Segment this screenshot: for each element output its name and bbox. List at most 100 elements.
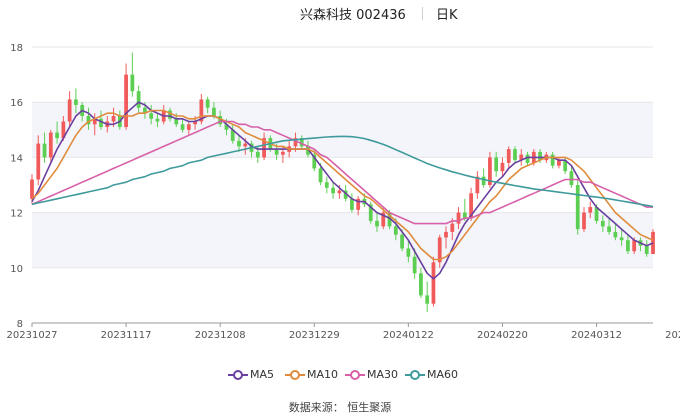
candle-body	[575, 185, 580, 230]
candle-body	[230, 129, 235, 141]
candle-body	[281, 151, 285, 155]
candle-body	[393, 226, 398, 235]
candle-body	[626, 240, 630, 252]
candle-body	[613, 231, 618, 238]
candle-body	[350, 198, 354, 210]
candle-body	[519, 154, 524, 161]
candle-body	[644, 245, 649, 254]
candle-body	[375, 220, 379, 227]
candle-body	[136, 91, 141, 108]
candle-body	[594, 207, 599, 221]
legend-marker-ma30	[345, 370, 365, 380]
candle-body	[525, 154, 530, 163]
candle-body	[74, 99, 78, 105]
y-tick-label: 8	[17, 319, 23, 330]
candle-body	[513, 149, 517, 161]
candle-body	[569, 171, 574, 185]
candle-body	[155, 118, 160, 122]
y-tick-label: 16	[10, 98, 23, 109]
candle-body	[174, 118, 179, 125]
candle-body	[99, 118, 103, 128]
x-tick-label: 20231208	[195, 330, 246, 341]
candle-body	[186, 124, 191, 130]
plot-bands	[32, 102, 653, 268]
candle-body	[469, 193, 473, 219]
candle-body	[437, 237, 442, 263]
x-axis: 20231027 20231117 20231208 20231229 20240122…	[7, 322, 680, 341]
candle-body	[86, 116, 91, 125]
candle-body	[419, 273, 423, 296]
candle-body	[55, 132, 59, 139]
candle-body	[262, 138, 266, 158]
ma-line-ma60	[31, 135, 654, 208]
legend-marker-ma10	[285, 370, 305, 380]
candle-body	[406, 248, 411, 257]
candle-body	[481, 176, 486, 185]
x-tick-label: 20240402	[665, 330, 680, 341]
candle-body	[506, 149, 511, 163]
candle-body	[582, 212, 586, 230]
plot-band	[32, 102, 653, 158]
candle-body	[475, 176, 480, 194]
legend-label-ma30: MA30	[367, 368, 399, 381]
candle-body	[356, 198, 361, 210]
candle-body	[130, 74, 135, 92]
candle-body	[588, 207, 593, 213]
candle-body	[607, 226, 611, 232]
candle-body	[299, 138, 304, 147]
candle-body	[92, 118, 97, 125]
candle-body	[488, 157, 492, 185]
candle-body	[312, 154, 317, 169]
candle-body	[550, 154, 555, 166]
x-tick-label: 20240220	[477, 330, 528, 341]
candle-body	[444, 231, 448, 238]
candle-body	[425, 295, 430, 304]
legend: MA5 MA10 MA30 MA60	[0, 367, 680, 383]
candle-body	[36, 143, 41, 180]
candle-body	[600, 220, 605, 227]
candle-body	[193, 121, 197, 125]
candle-body	[462, 212, 467, 219]
grid-lines	[32, 46, 653, 324]
plot-band	[32, 212, 653, 268]
candle-body	[124, 74, 128, 128]
candle-body	[168, 110, 172, 119]
candle-body	[42, 143, 47, 158]
candle-body	[255, 151, 260, 158]
candle-body	[324, 182, 329, 188]
candle-body	[143, 107, 147, 114]
candle-body	[111, 116, 116, 122]
candle-body	[274, 149, 279, 155]
y-tick-label: 14	[10, 153, 23, 164]
candle-body	[205, 99, 210, 108]
ma-line-ma10	[31, 109, 654, 261]
candle-body	[67, 99, 72, 122]
candle-body	[538, 151, 542, 161]
candle-body	[619, 237, 624, 241]
candle-body	[450, 223, 455, 232]
candle-body	[381, 212, 386, 227]
candle-body	[651, 231, 655, 254]
candle-body	[331, 187, 335, 194]
ma-line-ma30	[31, 120, 653, 225]
candle-body	[456, 212, 461, 224]
candle-body	[400, 234, 404, 249]
title-divider	[422, 7, 423, 20]
candle-body	[224, 124, 229, 130]
candle-body	[61, 121, 66, 139]
candle-body	[212, 107, 216, 116]
candle-body	[563, 160, 568, 172]
y-axis: 8 10 12 14 16 18	[10, 43, 23, 330]
candle-body	[318, 168, 323, 183]
candle-body	[368, 204, 373, 221]
candle-body	[387, 212, 392, 227]
candle-body	[412, 256, 417, 274]
candle-body	[431, 262, 436, 304]
candles	[30, 52, 655, 312]
candle-body	[494, 157, 499, 172]
candle-body	[180, 124, 185, 130]
candle-body	[149, 113, 154, 119]
candle-body	[343, 190, 348, 199]
y-tick-label: 18	[10, 43, 23, 54]
